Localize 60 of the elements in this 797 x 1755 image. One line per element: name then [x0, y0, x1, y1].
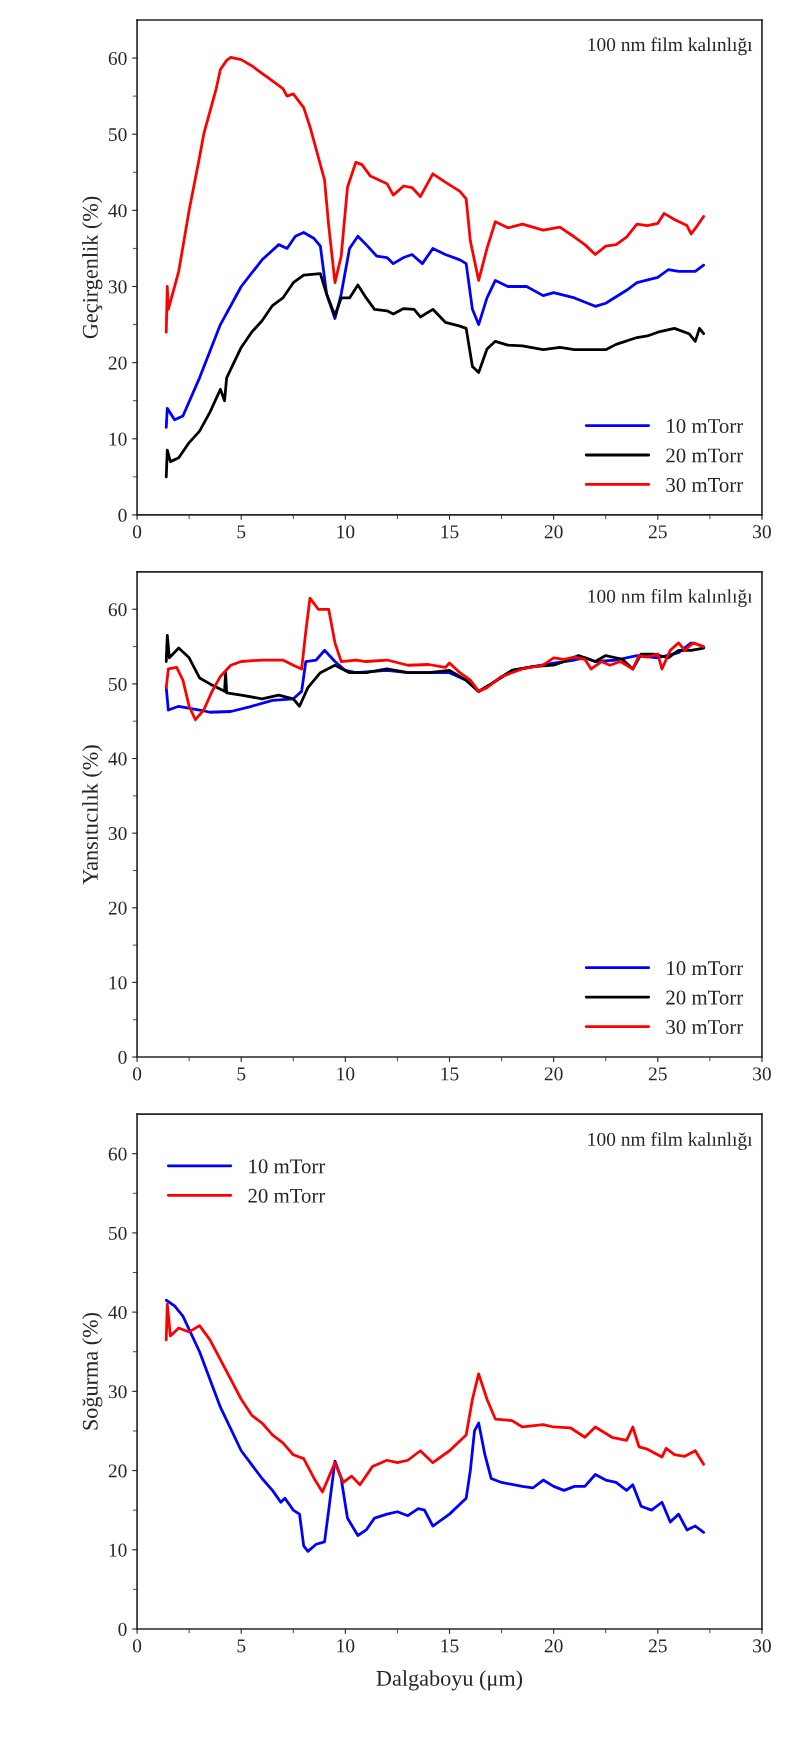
x-tick-label: 15: [441, 525, 459, 539]
legend-label: 20 mTorr: [666, 990, 743, 1005]
y-axis-title: Geçirgenlik (%): [82, 196, 103, 339]
y-tick-label: 50: [109, 1226, 127, 1240]
x-tick-label: 15: [441, 1067, 459, 1081]
x-tick-label: 25: [648, 1067, 667, 1081]
x-tick-label: 10: [337, 1067, 355, 1081]
x-tick-label: 25: [648, 1639, 667, 1653]
x-tick-label: 5: [237, 1067, 246, 1081]
y-tick-label: 10: [109, 1543, 127, 1557]
legend-label: 30 mTorr: [666, 477, 743, 492]
y-axis-title: Yansıtıcılık (%): [82, 745, 103, 885]
x-tick-label: 25: [648, 525, 667, 539]
legend-label: 10 mTorr: [249, 1159, 326, 1174]
y-tick-label: 50: [109, 677, 127, 691]
legend-label: 10 mTorr: [667, 419, 743, 434]
x-tick-label: 20: [544, 525, 563, 539]
y-tick-label: 0: [118, 1050, 127, 1064]
y-tick-label: 20: [108, 1464, 127, 1478]
annotation: 100 nm film kalınlığı: [588, 37, 753, 56]
y-tick-label: 20: [108, 356, 127, 370]
annotation: 100 nm film kalınlığı: [588, 588, 753, 607]
x-tick-label: 5: [237, 525, 246, 539]
line-series: [164, 55, 705, 334]
y-tick-label: 60: [108, 51, 127, 66]
x-tick-label: 30: [753, 525, 771, 539]
x-tick-label: 30: [753, 1067, 771, 1081]
y-tick-label: 10: [109, 976, 127, 990]
x-tick-label: 30: [753, 1639, 771, 1653]
y-tick-label: 30: [108, 280, 127, 294]
y-tick-label: 30: [108, 826, 127, 841]
y-tick-label: 10: [109, 432, 127, 446]
x-tick-label: 15: [441, 1639, 459, 1653]
x-tick-label: 10: [337, 525, 355, 539]
y-axis-title: Soğurma (%): [82, 1312, 103, 1430]
y-tick-label: 0: [118, 508, 127, 522]
y-tick-label: 50: [109, 128, 127, 142]
x-tick-label: 20: [544, 1067, 563, 1081]
line-series: [164, 1298, 705, 1553]
legend-label: 20 mTorr: [248, 1188, 326, 1203]
y-tick-label: 20: [108, 901, 127, 915]
y-tick-label: 30: [108, 1385, 127, 1399]
x-tick-label: 0: [132, 1067, 142, 1081]
legend-label: 10 mTorr: [667, 961, 743, 976]
x-tick-label: 5: [237, 1639, 246, 1653]
x-axis-title: Dalgaboyu (μm): [376, 1670, 523, 1691]
line-series: [164, 1302, 705, 1494]
y-tick-label: 40: [108, 204, 127, 218]
y-tick-label: 40: [108, 1305, 127, 1320]
y-tick-label: 0: [118, 1622, 127, 1636]
x-tick-label: 0: [132, 525, 142, 539]
annotation: 100 nm film kalınlığı: [588, 1132, 753, 1150]
x-tick-label: 0: [132, 1639, 142, 1653]
y-tick-label: 60: [108, 1147, 127, 1161]
legend-label: 20 mTorr: [666, 448, 743, 463]
legend-label: 30 mTorr: [666, 1020, 743, 1035]
x-tick-label: 10: [337, 1639, 355, 1653]
y-tick-label: 60: [108, 603, 127, 617]
x-tick-label: 20: [544, 1639, 563, 1653]
y-tick-label: 40: [108, 752, 127, 766]
